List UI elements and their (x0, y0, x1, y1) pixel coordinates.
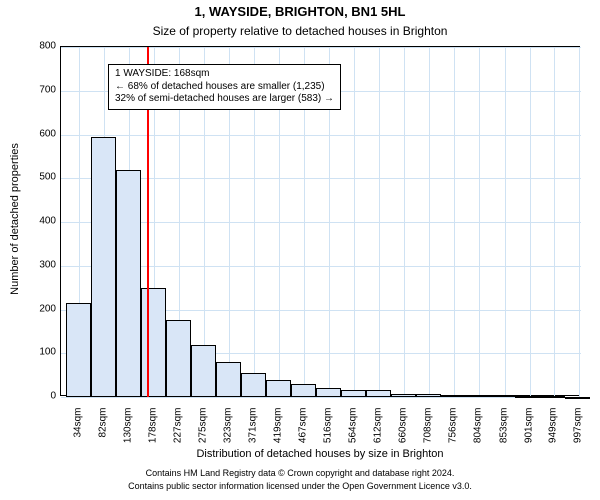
x-tick-label: 516sqm (323, 408, 334, 458)
x-tick-label: 178sqm (147, 408, 158, 458)
x-tick-label: 371sqm (247, 408, 258, 458)
y-tick-label: 600 (26, 128, 56, 139)
y-axis-label: Number of detached properties (9, 44, 21, 394)
callout-line-1: 1 WAYSIDE: 168sqm (115, 68, 334, 81)
x-tick-label: 901sqm (523, 408, 534, 458)
y-tick-label: 200 (26, 303, 56, 314)
x-tick-label: 756sqm (448, 408, 459, 458)
histogram-bar (466, 395, 491, 397)
x-tick-label: 323sqm (222, 408, 233, 458)
x-tick-label: 467sqm (297, 408, 308, 458)
histogram-bar (391, 394, 416, 398)
histogram-bar (66, 303, 91, 397)
histogram-bar (116, 170, 141, 398)
grid-line-vertical (505, 47, 506, 397)
x-tick-label: 853sqm (498, 408, 509, 458)
x-tick-label: 275sqm (198, 408, 209, 458)
y-tick-label: 100 (26, 347, 56, 358)
x-tick-label: 949sqm (548, 408, 559, 458)
grid-line-vertical (454, 47, 455, 397)
histogram-bar (291, 384, 316, 397)
histogram-bar (191, 345, 216, 398)
x-tick-label: 82sqm (97, 408, 108, 458)
page-subtitle: Size of property relative to detached ho… (0, 24, 600, 38)
footer-line-2: Contains public sector information licen… (0, 481, 600, 491)
chart-container: 1, WAYSIDE, BRIGHTON, BN1 5HL Size of pr… (0, 0, 600, 500)
callout-box: 1 WAYSIDE: 168sqm ← 68% of detached hous… (108, 64, 341, 110)
histogram-bar (565, 397, 590, 399)
x-tick-label: 612sqm (373, 408, 384, 458)
footer-line-1: Contains HM Land Registry data © Crown c… (0, 468, 600, 478)
histogram-bar (366, 390, 391, 397)
x-tick-label: 34sqm (72, 408, 83, 458)
y-tick-label: 300 (26, 259, 56, 270)
histogram-bar (266, 380, 291, 398)
page-title: 1, WAYSIDE, BRIGHTON, BN1 5HL (0, 4, 600, 19)
grid-line-vertical (429, 47, 430, 397)
x-tick-label: 804sqm (473, 408, 484, 458)
histogram-bar (316, 388, 341, 397)
grid-line-horizontal (61, 47, 581, 48)
grid-line-vertical (404, 47, 405, 397)
histogram-bar (515, 396, 540, 398)
histogram-bar (341, 390, 366, 397)
x-tick-label: 130sqm (122, 408, 133, 458)
histogram-bar (91, 137, 116, 397)
y-tick-label: 700 (26, 84, 56, 95)
histogram-bar (416, 394, 441, 398)
y-tick-label: 0 (26, 391, 56, 402)
callout-line-2: ← 68% of detached houses are smaller (1,… (115, 81, 334, 94)
grid-line-horizontal (61, 135, 581, 136)
y-tick-label: 500 (26, 172, 56, 183)
histogram-bar (241, 373, 266, 397)
grid-line-vertical (530, 47, 531, 397)
grid-line-vertical (554, 47, 555, 397)
histogram-bar (141, 288, 166, 397)
x-tick-label: 564sqm (348, 408, 359, 458)
callout-line-3: 32% of semi-detached houses are larger (… (115, 93, 334, 106)
x-tick-label: 660sqm (398, 408, 409, 458)
y-tick-label: 800 (26, 41, 56, 52)
grid-line-vertical (354, 47, 355, 397)
y-tick-label: 400 (26, 216, 56, 227)
x-tick-label: 419sqm (272, 408, 283, 458)
histogram-bar (540, 396, 565, 398)
grid-line-vertical (379, 47, 380, 397)
histogram-bar (441, 395, 466, 397)
x-tick-label: 997sqm (573, 408, 584, 458)
histogram-bar (491, 395, 516, 397)
grid-line-vertical (479, 47, 480, 397)
x-tick-label: 227sqm (173, 408, 184, 458)
histogram-bar (216, 362, 241, 397)
grid-line-vertical (579, 47, 580, 397)
x-tick-label: 708sqm (423, 408, 434, 458)
histogram-bar (166, 320, 191, 397)
